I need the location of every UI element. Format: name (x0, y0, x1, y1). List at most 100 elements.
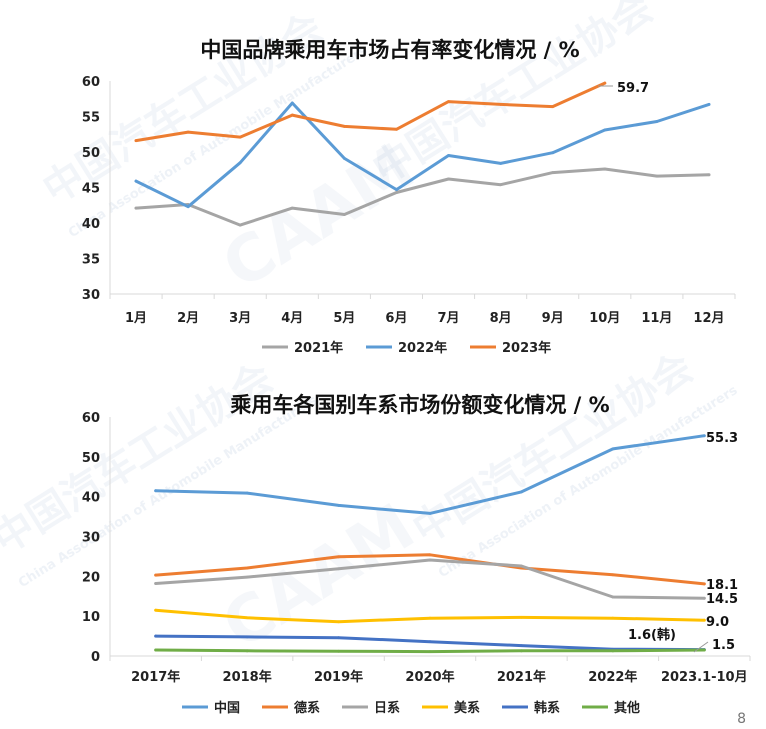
data-point (603, 128, 607, 132)
x-tick-label: 2018年 (223, 669, 272, 685)
y-tick-label: 40 (82, 491, 100, 506)
series-lines (154, 434, 706, 654)
data-label: 18.1 (706, 578, 738, 593)
data-point (395, 191, 398, 194)
data-label: 1.5 (712, 638, 735, 653)
data-point (342, 156, 346, 160)
data-point (655, 174, 659, 178)
data-point (342, 125, 346, 128)
y-tick-label: 0 (91, 650, 100, 665)
x-tick-label: 2021年 (497, 669, 546, 685)
axes (109, 417, 751, 661)
data-point (707, 173, 711, 177)
data-point (520, 564, 523, 568)
y-tick-label: 35 (82, 253, 100, 268)
x-tick-label: 2023.1-10月 (661, 670, 748, 685)
legend-label: 韩系 (534, 700, 560, 716)
x-tick-label: 12月 (693, 311, 724, 326)
data-point (337, 555, 340, 559)
y-tick-label: 50 (82, 146, 100, 161)
series-line (134, 101, 711, 209)
data-point (154, 489, 158, 493)
data-point (337, 636, 340, 640)
y-tick-label: 60 (82, 411, 100, 426)
series-line (154, 558, 706, 600)
chart-country-share: 乘用车各国别车系市场份额变化情况 / % 0 10 20 30 40 50 60 2017年 2… (82, 393, 751, 716)
data-point (428, 650, 432, 654)
data-label: 55.3 (706, 431, 738, 446)
data-labels: 59.7 (598, 81, 649, 96)
data-point (245, 649, 249, 653)
data-point (611, 447, 615, 451)
data-point (134, 206, 138, 210)
data-point (428, 640, 432, 644)
data-point (395, 127, 398, 131)
data-label: 1.6(韩) (628, 627, 676, 643)
legend-label: 日系 (374, 700, 400, 716)
data-labels: 55.3 18.114.5 9.0 1.6(韩) 1.5 (628, 431, 738, 653)
data-label: 14.5 (706, 592, 738, 607)
data-point (154, 573, 158, 577)
data-point (520, 649, 523, 653)
data-point (702, 582, 706, 586)
y-tick-label: 55 (82, 111, 100, 126)
legend-item: 其他 (582, 700, 640, 716)
series-line (134, 81, 607, 143)
x-tick-label: 2022年 (588, 669, 637, 685)
data-point (499, 103, 503, 106)
data-point (702, 648, 706, 652)
data-point (551, 171, 555, 174)
data-point (447, 154, 450, 157)
x-tick-label: 2020年 (405, 669, 454, 685)
data-point (499, 161, 503, 165)
legend-label: 美系 (454, 700, 480, 716)
data-point (428, 553, 432, 557)
data-point (245, 635, 249, 639)
data-point (611, 573, 615, 577)
data-point (290, 206, 294, 210)
data-point (428, 616, 432, 620)
data-point (611, 649, 615, 653)
series-line (134, 167, 711, 227)
data-point (428, 558, 432, 562)
data-point (603, 81, 607, 85)
series-line (154, 434, 706, 515)
x-tick-label: 4月 (281, 311, 303, 326)
x-tick-label: 2017年 (131, 669, 180, 685)
y-tick-label: 10 (82, 610, 100, 625)
data-point (520, 615, 523, 619)
data-point (154, 608, 158, 612)
y-tick-label: 20 (82, 570, 100, 585)
data-point (603, 167, 607, 171)
x-tick-label: 11月 (641, 311, 672, 326)
data-point (245, 616, 249, 620)
x-tick-label: 5月 (333, 311, 355, 326)
data-point (447, 177, 450, 181)
legend: 2021年 2022年 2023年 (262, 340, 551, 356)
x-tick-label: 2月 (177, 311, 199, 326)
data-point (290, 113, 294, 117)
data-point (186, 205, 190, 209)
legend-item: 2021年 (262, 340, 343, 356)
y-tick-label: 30 (82, 531, 100, 546)
legend-item: 2022年 (366, 340, 447, 356)
data-label: 9.0 (706, 615, 729, 630)
x-tick-label: 2019年 (314, 669, 363, 685)
data-point (337, 504, 340, 507)
legend-label: 2023年 (502, 340, 551, 356)
data-point (702, 618, 706, 622)
data-point (238, 161, 242, 165)
legend-label: 中国 (214, 700, 240, 716)
legend-item: 2023年 (470, 340, 551, 356)
tick-labels: 30 35 40 45 50 55 60 1月 2月 3月 4月 5月 6月 7月 8月 9月 10月 11月 12… (82, 75, 725, 326)
data-point (499, 183, 503, 187)
legend-label: 2021年 (294, 340, 343, 356)
x-tick-label: 3月 (229, 311, 251, 326)
leader-line (693, 641, 709, 653)
data-point (154, 648, 158, 652)
data-point (134, 139, 138, 143)
chart-title: 乘用车各国别车系市场份额变化情况 / % (229, 393, 609, 417)
data-point (186, 130, 190, 134)
data-point (611, 595, 615, 599)
